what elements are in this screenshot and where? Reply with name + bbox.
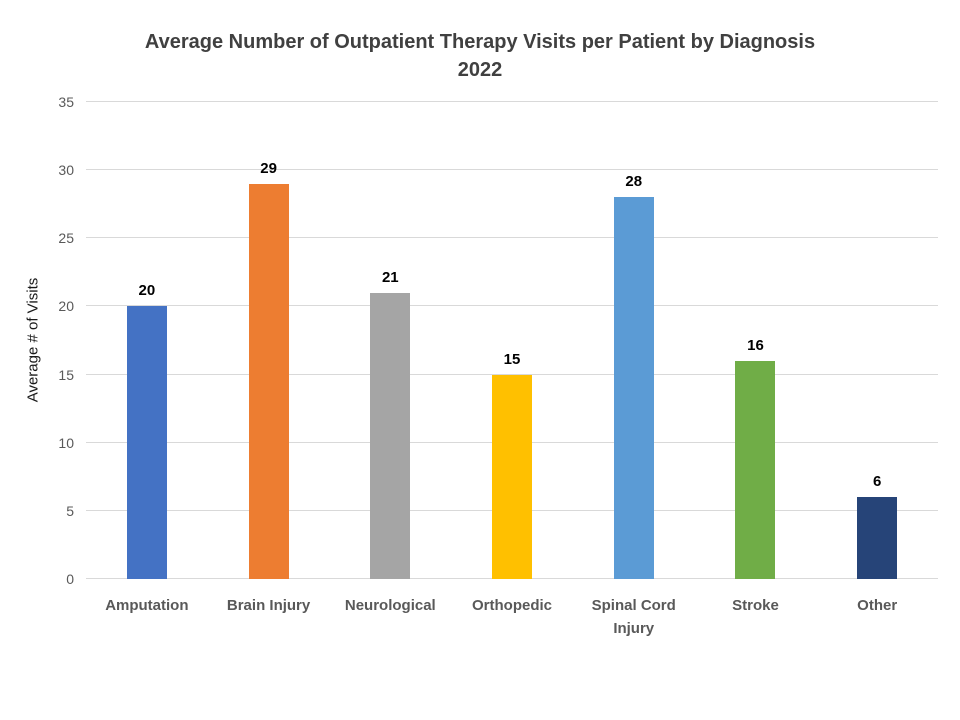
bar-neurological [370,292,411,579]
x-category-label: Stroke [732,597,779,614]
gridline [86,237,938,239]
x-category-label: Other [857,597,898,614]
y-tick-label: 20 [58,298,74,315]
x-category-label: Orthopedic [472,597,553,614]
bar-column: 6 [816,102,938,579]
plot-area: 20 29 21 15 28 16 6 [86,101,938,579]
bar-value-label: 29 [260,159,277,177]
x-category-label: Brain Injury [226,597,311,614]
y-tick-label: 35 [58,94,74,110]
gridline [86,169,938,171]
bar-value-label: 28 [625,173,643,191]
chart-title-line2: 2022 [457,59,503,82]
chart-title: Average Number of Outpatient Therapy Vis… [80,28,880,85]
y-tick-label: 30 [58,162,74,179]
bar-column: 16 [695,102,817,579]
gridline [86,101,938,102]
bar-column: 15 [451,102,573,579]
x-category-label: Amputation [105,597,189,614]
y-tick-label: 25 [58,230,74,247]
x-category-label: Neurological [344,597,436,614]
bar-brain-injury [248,183,289,579]
y-tick-label: 10 [58,434,74,451]
gridline [86,373,938,375]
bars-row: 20 29 21 15 28 16 6 [86,102,938,579]
y-axis-ticks: 0 5 10 15 20 25 30 35 [0,94,74,587]
bar-value-label: 20 [138,282,156,300]
bar-column: 28 [573,102,695,579]
y-tick-label: 15 [58,366,74,383]
bar-column: 20 [86,102,208,579]
x-axis-labels: Amputation Brain Injury Neurological Orthop… [86,594,938,641]
chart-title-line1: Average Number of Outpatient Therapy Vis… [144,31,816,53]
y-tick-label: 5 [66,502,74,519]
bar-value-label: 6 [873,473,882,491]
bar-value-label: 16 [747,336,764,354]
y-tick-label: 0 [66,571,74,587]
bar-spinal-cord-injury [613,197,654,579]
bar-column: 29 [208,102,330,579]
bar-other [857,497,898,579]
bar-amputation [126,306,167,579]
bar-value-label: 15 [503,350,521,368]
bar-stroke [735,360,776,579]
bar-orthopedic [492,374,533,579]
x-category-label: Spinal Cord Injury [591,597,676,638]
gridline [86,305,938,307]
bar-column: 21 [329,102,451,579]
bar-value-label: 21 [381,268,399,286]
